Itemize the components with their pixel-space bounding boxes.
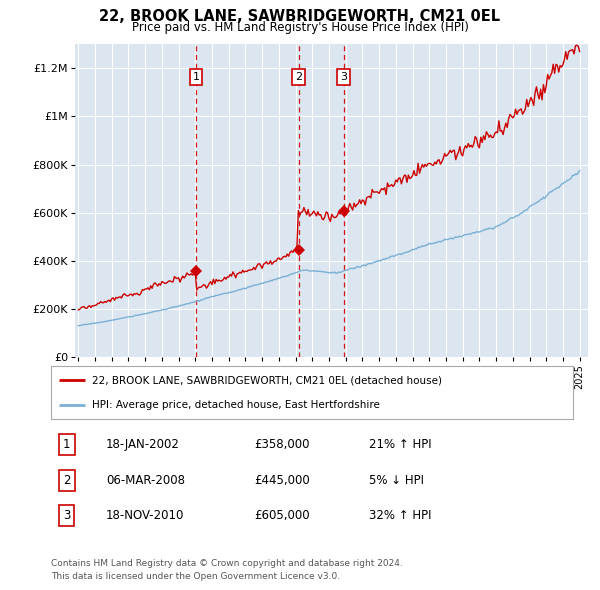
Text: Price paid vs. HM Land Registry's House Price Index (HPI): Price paid vs. HM Land Registry's House … [131, 21, 469, 34]
Text: 22, BROOK LANE, SAWBRIDGEWORTH, CM21 0EL (detached house): 22, BROOK LANE, SAWBRIDGEWORTH, CM21 0EL… [92, 375, 442, 385]
Text: 3: 3 [340, 72, 347, 82]
Text: 1: 1 [63, 438, 70, 451]
Text: This data is licensed under the Open Government Licence v3.0.: This data is licensed under the Open Gov… [51, 572, 340, 581]
Text: 22, BROOK LANE, SAWBRIDGEWORTH, CM21 0EL: 22, BROOK LANE, SAWBRIDGEWORTH, CM21 0EL [100, 9, 500, 24]
Text: 18-JAN-2002: 18-JAN-2002 [106, 438, 179, 451]
Text: £445,000: £445,000 [254, 474, 310, 487]
Text: 21% ↑ HPI: 21% ↑ HPI [370, 438, 432, 451]
Text: £358,000: £358,000 [254, 438, 310, 451]
Text: £605,000: £605,000 [254, 509, 310, 522]
Text: 5% ↓ HPI: 5% ↓ HPI [370, 474, 424, 487]
Text: 06-MAR-2008: 06-MAR-2008 [106, 474, 185, 487]
Text: Contains HM Land Registry data © Crown copyright and database right 2024.: Contains HM Land Registry data © Crown c… [51, 559, 403, 568]
Text: 18-NOV-2010: 18-NOV-2010 [106, 509, 184, 522]
Text: HPI: Average price, detached house, East Hertfordshire: HPI: Average price, detached house, East… [92, 399, 380, 409]
Text: 2: 2 [295, 72, 302, 82]
Text: 3: 3 [63, 509, 70, 522]
Text: 32% ↑ HPI: 32% ↑ HPI [370, 509, 432, 522]
Text: 1: 1 [193, 72, 200, 82]
Text: 2: 2 [63, 474, 70, 487]
